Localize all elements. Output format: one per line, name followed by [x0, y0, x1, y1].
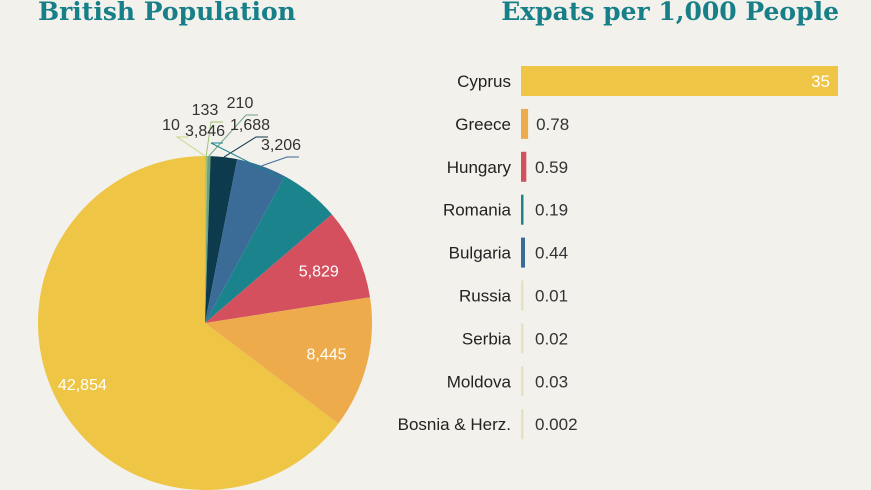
pie-slice: [38, 156, 339, 490]
value-label: 0.59: [535, 158, 568, 177]
leader-line: [208, 114, 258, 157]
leader-line: [223, 136, 268, 158]
category-label: Greece: [455, 115, 511, 134]
pie-slice: [205, 297, 373, 424]
category-label: Cyprus: [457, 72, 511, 91]
bar-chart-title: Expats per 1,000 People: [501, 0, 839, 26]
pie-chart-title: British Population: [38, 0, 296, 26]
pie-slice: [205, 159, 285, 323]
category-label: Serbia: [462, 329, 512, 348]
category-label: Romania: [443, 201, 512, 220]
value-label: 0.02: [535, 329, 568, 348]
pie-slice-label: 133: [192, 102, 219, 119]
bar: [521, 66, 838, 96]
value-label: 0.19: [535, 201, 568, 220]
bar: [521, 280, 524, 311]
pie-slice-label: 3,846: [185, 123, 225, 140]
pie-slice-label: 42,854: [58, 377, 107, 394]
pie-slice: [205, 176, 332, 323]
category-label: Bosnia & Herz.: [398, 415, 511, 434]
pie-slice-label: 10: [162, 117, 180, 134]
pie-slice: [205, 156, 211, 323]
category-label: Hungary: [447, 158, 512, 177]
value-label: 35: [811, 72, 830, 91]
leader-line: [261, 156, 299, 167]
pie-slice-label: 5,829: [299, 264, 339, 281]
leader-line: [175, 136, 206, 157]
pie-slice: [205, 156, 208, 323]
category-label: Russia: [459, 287, 512, 306]
bar: [521, 323, 524, 354]
bar: [521, 409, 524, 440]
bar: [521, 366, 524, 397]
pie-slice-label: 8,445: [306, 347, 346, 364]
leader-line: [205, 121, 223, 157]
pie-slice: [205, 156, 238, 323]
bar: [521, 108, 529, 139]
bar: [521, 151, 527, 182]
pie-slice-label: 210: [227, 95, 254, 112]
category-label: Bulgaria: [449, 244, 512, 263]
value-label: 0.78: [536, 115, 569, 134]
bar: [521, 194, 524, 225]
value-label: 0.002: [535, 415, 578, 434]
pie-slice-label: 3,206: [261, 137, 301, 154]
value-label: 0.01: [535, 287, 568, 306]
leader-line: [210, 142, 311, 194]
pie-slice-label: 1,688: [230, 117, 270, 134]
category-label: Moldova: [447, 372, 512, 391]
value-label: 0.44: [535, 244, 568, 263]
bar: [521, 237, 525, 268]
pie-slice: [205, 214, 370, 323]
value-label: 0.03: [535, 372, 568, 391]
